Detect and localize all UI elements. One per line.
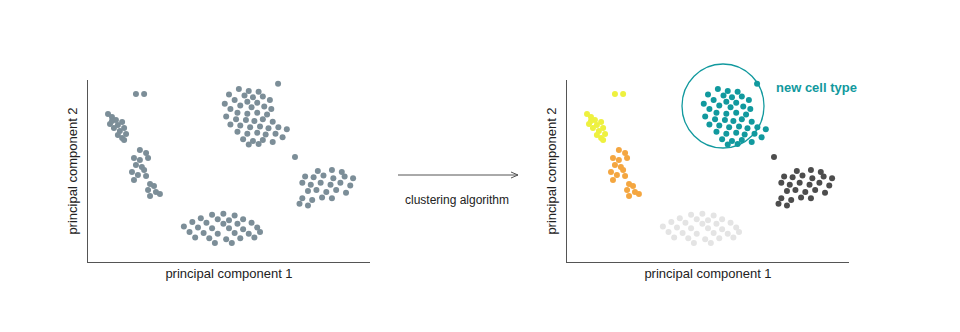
svg-text:new cell type: new cell type (776, 80, 857, 95)
svg-text:principal component 2: principal component 2 (544, 107, 559, 234)
svg-text:principal component 1: principal component 1 (644, 266, 771, 281)
svg-text:principal component 1: principal component 1 (165, 266, 292, 281)
svg-text:principal component 2: principal component 2 (65, 107, 80, 234)
svg-text:clustering algorithm: clustering algorithm (405, 193, 509, 207)
